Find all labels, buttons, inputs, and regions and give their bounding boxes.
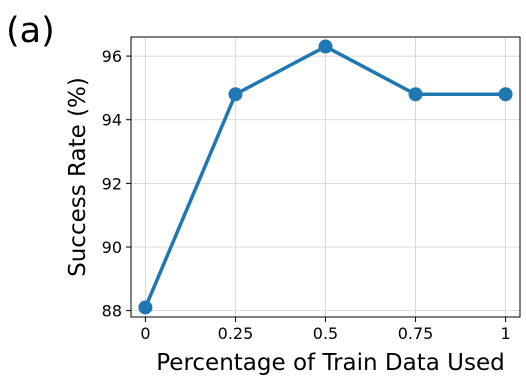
x-axis-ticks: 0 0.25 0.5 0.75 1 (140, 317, 511, 343)
y-tick-label: 92 (102, 174, 122, 193)
panel-label: (a) (6, 11, 55, 51)
x-tick-label: 0.25 (218, 324, 254, 343)
data-point (228, 87, 243, 102)
data-point (138, 300, 153, 315)
y-tick-label: 88 (102, 302, 122, 321)
x-tick-label: 0 (140, 324, 150, 343)
y-tick-label: 90 (102, 238, 122, 257)
x-axis-label: Percentage of Train Data Used (156, 350, 504, 376)
x-tick-label: 0.75 (398, 324, 434, 343)
y-axis-label: Success Rate (%) (65, 77, 91, 277)
data-point (318, 39, 333, 54)
y-tick-label: 94 (102, 111, 122, 130)
y-axis-ticks: 88 90 92 94 96 (102, 47, 131, 321)
series-group (138, 39, 513, 315)
y-tick-label: 96 (102, 47, 122, 66)
plot-frame (130, 36, 521, 318)
x-tick-label: 0.5 (313, 324, 338, 343)
data-point (498, 87, 513, 102)
grid-lines (131, 37, 520, 317)
data-point (408, 87, 423, 102)
x-tick-label: 1 (500, 324, 510, 343)
